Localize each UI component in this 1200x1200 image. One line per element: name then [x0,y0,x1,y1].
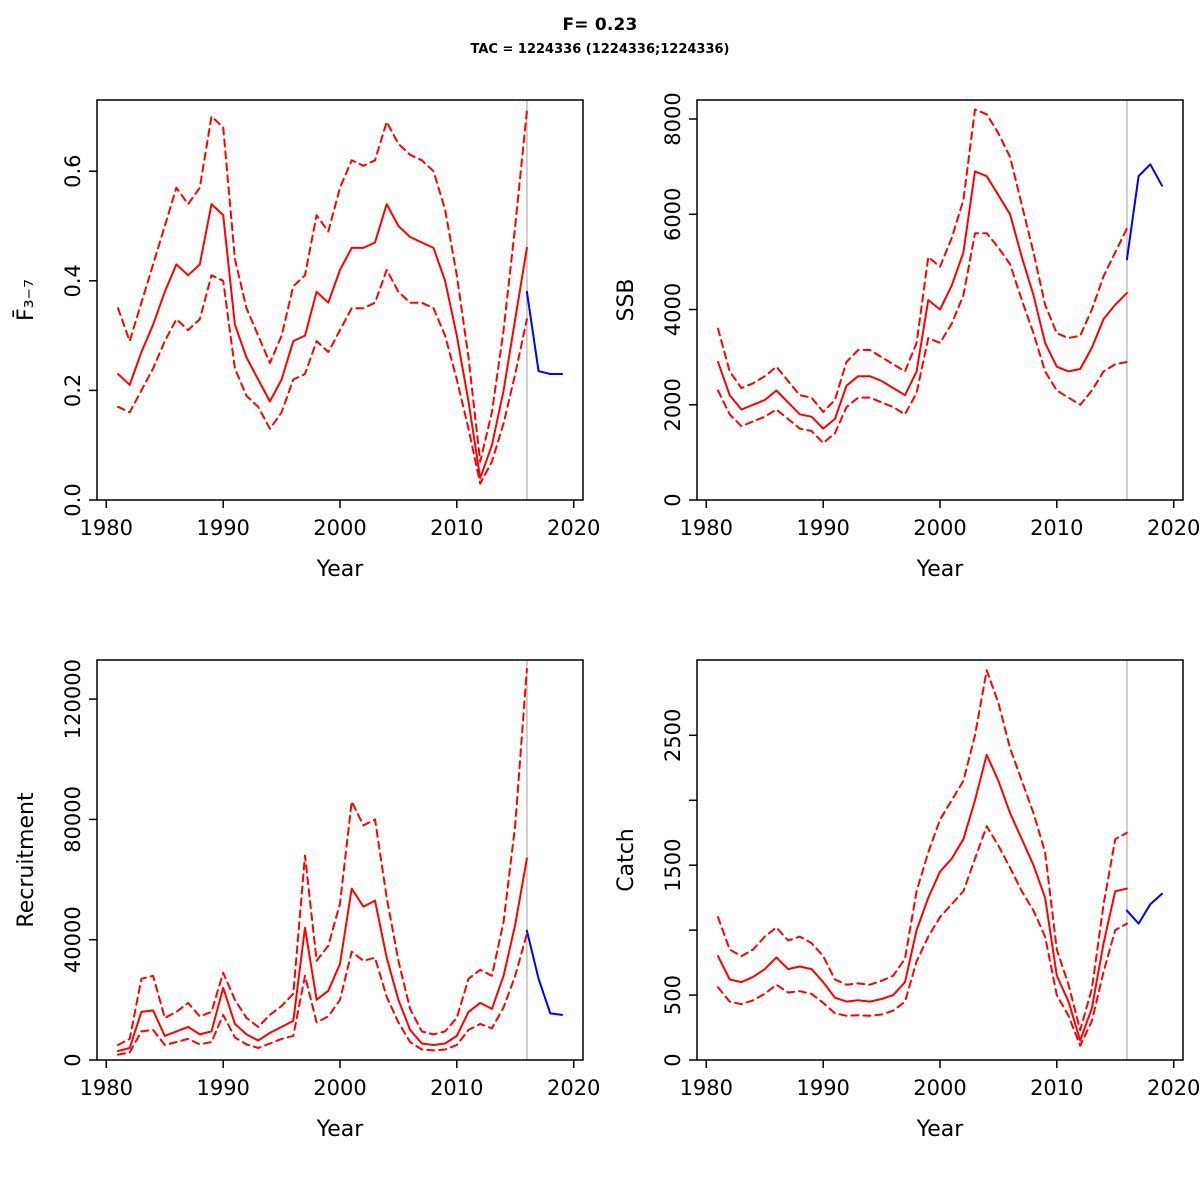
recruitment-x-tick-label: 2000 [313,1076,366,1100]
catch-y-tick-label: 1500 [661,838,685,891]
fbar-median-line [117,203,528,480]
catch-upper-line [717,669,1128,1032]
recruitment-x-tick-label: 2020 [547,1076,600,1100]
catch-median-line [717,753,1128,1042]
fbar-x-tick-label: 2000 [313,516,366,540]
recruitment-x-tick-label: 1990 [196,1076,249,1100]
recruitment-x-tick-label: 1980 [80,1076,133,1100]
recruitment-x-axis-title: Year [316,1117,365,1142]
ssb-chart: 1980 1990 2000 2010 2020 0 2000 4000 6000 8000 Yea… [600,76,1200,636]
fbar-upper-line [117,110,528,463]
fbar-x-tick-label: 2010 [430,516,483,540]
catch-x-tick-label: 2010 [1030,1076,1083,1100]
fbar-lower-line [117,268,528,485]
catch-x-axis-title: Year [916,1117,965,1142]
ssb-y-tick-label: 0 [661,493,685,506]
catch-y-tick-label: 2500 [661,709,685,762]
ssb-upper-line [717,108,1128,413]
catch-forecast-line [1125,892,1163,925]
recruitment-lower-line [117,932,528,1056]
ssb-x-tick-label: 1990 [796,516,849,540]
ssb-plot-box [696,99,1184,501]
figure-header: F= 0.23 TAC = 1224336 (1224336;1224336) [0,0,1200,76]
fbar-chart: 1980 1990 2000 2010 2020 0.0 0.2 0.4 0.6 Year F̄₃₋… [0,76,600,636]
fbar-x-tick-label: 2020 [547,516,600,540]
ssb-y-tick-label: 4000 [661,283,685,336]
catch-y-axis-title: Catch [614,828,639,892]
ssb-x-axis-title: Year [916,557,965,582]
recruitment-x-tick-label: 2010 [430,1076,483,1100]
ssb-x-tick-label: 2010 [1030,516,1083,540]
catch-lower-line [717,825,1128,1047]
catch-plot-box [696,659,1184,1061]
fbar-x-tick-label: 1990 [196,516,249,540]
fbar-plot-box [96,99,584,501]
recruitment-y-axis-title: Recruitment [14,792,39,928]
ssb-forecast-line [1125,163,1163,261]
recruitment-y-tick-label: 120000 [61,659,85,739]
recruitment-upper-line [117,668,528,1046]
recruitment-y-tick-label: 0 [61,1053,85,1066]
catch-y-tick-label: 0 [661,1053,685,1066]
ssb-x-tick-label: 1980 [680,516,733,540]
ssb-y-tick-label: 6000 [661,188,685,241]
ssb-median-line [717,170,1128,430]
recruitment-chart: 1980 1990 2000 2010 2020 0 40000 80000 120000 Yea… [0,636,600,1196]
fbar-y-axis-title: F̄₃₋₇ [13,279,39,321]
catch-x-tick-label: 2000 [913,1076,966,1100]
fbar-y-tick-label: 0.4 [61,264,85,297]
catch-x-tick-label: 1990 [796,1076,849,1100]
ssb-y-axis-title: SSB [614,278,639,321]
catch-chart: 1980 1990 2000 2010 2020 0 500 1500 2500 Year Catc… [600,636,1200,1196]
fbar-y-tick-label: 0.6 [61,154,85,187]
recruitment-forecast-line [525,929,563,1016]
catch-x-tick-label: 1980 [680,1076,733,1100]
figure-subtitle: TAC = 1224336 (1224336;1224336) [470,42,730,57]
fbar-forecast-line [525,290,563,375]
figure-title: F= 0.23 [562,15,638,35]
fbar-y-tick-label: 0.2 [61,374,85,407]
ssb-y-tick-label: 2000 [661,378,685,431]
recruitment-median-line [117,857,528,1052]
ssb-x-tick-label: 2020 [1147,516,1200,540]
fbar-y-tick-label: 0.0 [61,483,85,516]
catch-y-tick-label: 500 [661,975,685,1015]
fbar-x-axis-title: Year [316,557,365,582]
ssb-lower-line [717,232,1128,444]
recruitment-y-tick-label: 80000 [61,786,85,853]
catch-x-tick-label: 2020 [1147,1076,1200,1100]
panel-grid: 1980 1990 2000 2010 2020 0.0 0.2 0.4 0.6 Year F̄₃₋… [0,76,1200,1196]
ssb-x-tick-label: 2000 [913,516,966,540]
recruitment-y-tick-label: 40000 [61,906,85,973]
fbar-x-tick-label: 1980 [80,516,133,540]
ssb-y-tick-label: 8000 [661,92,685,145]
